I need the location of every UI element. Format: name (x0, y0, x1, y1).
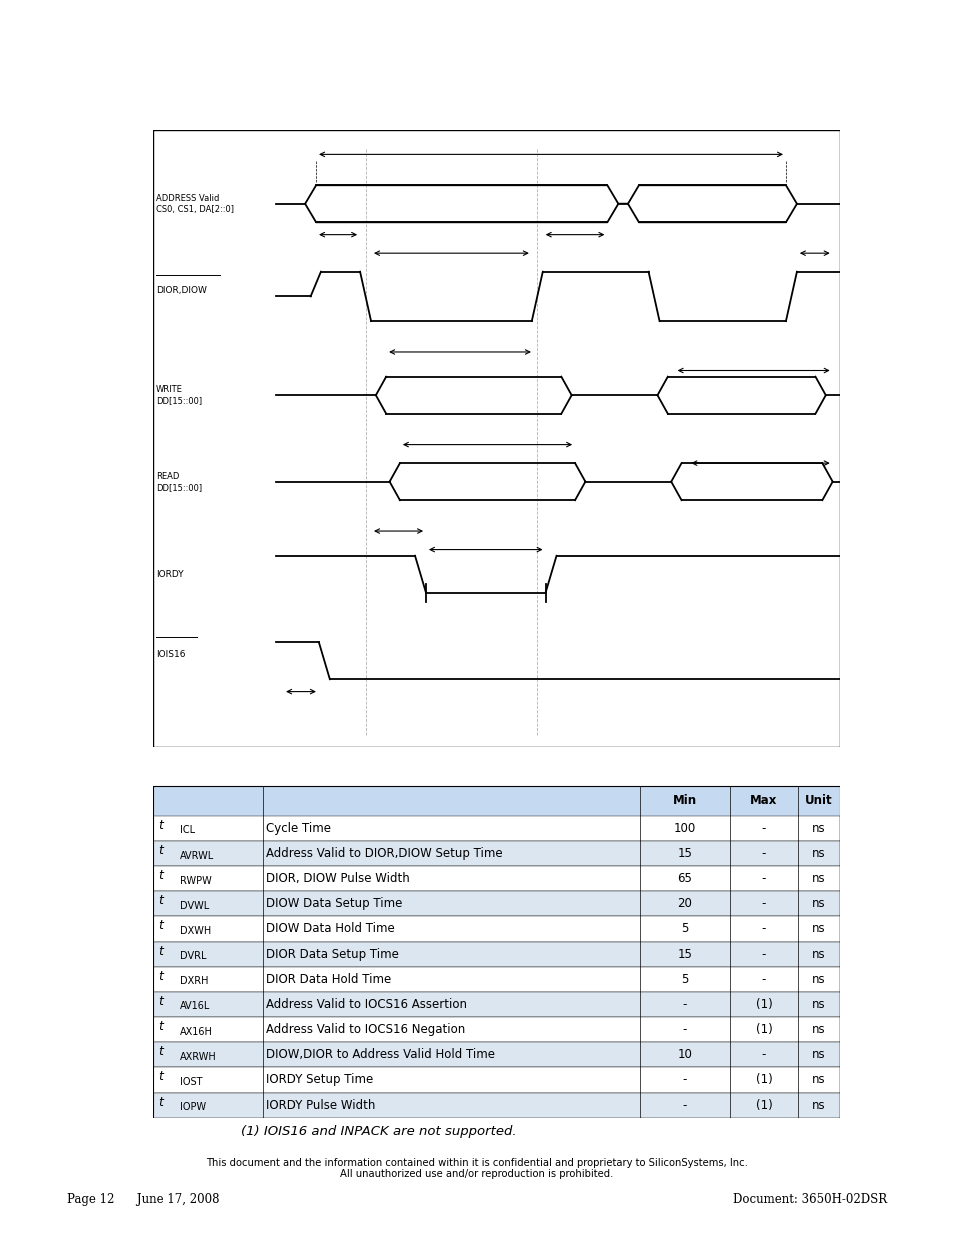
Text: IORDY: IORDY (156, 569, 184, 579)
Bar (152, 841, 839, 866)
Text: -: - (761, 898, 765, 910)
Text: 15: 15 (677, 947, 692, 961)
Text: AV16L: AV16L (180, 1002, 211, 1011)
Text: Page 12      June 17, 2008: Page 12 June 17, 2008 (67, 1193, 219, 1205)
Text: -: - (761, 847, 765, 860)
Text: (1): (1) (755, 1073, 772, 1087)
Text: AVRWL: AVRWL (180, 851, 214, 861)
Bar (152, 941, 839, 967)
Text: ns: ns (811, 1023, 825, 1036)
Text: -: - (682, 1073, 686, 1087)
Text: IOST: IOST (180, 1077, 202, 1087)
Bar (152, 1042, 839, 1067)
Text: ns: ns (811, 872, 825, 885)
Text: WRITE
DD[15::00]: WRITE DD[15::00] (156, 385, 202, 405)
Text: DIOR, DIOW Pulse Width: DIOR, DIOW Pulse Width (266, 872, 409, 885)
Text: ns: ns (811, 973, 825, 986)
Text: Max: Max (749, 794, 777, 808)
Text: RWPW: RWPW (180, 876, 212, 885)
Text: t: t (158, 969, 163, 983)
Text: t: t (158, 1020, 163, 1034)
Text: Address Valid to DIOR,DIOW Setup Time: Address Valid to DIOR,DIOW Setup Time (266, 847, 502, 860)
Text: DIOW Data Hold Time: DIOW Data Hold Time (266, 923, 395, 935)
Bar (152, 992, 839, 1018)
Text: 5: 5 (680, 923, 688, 935)
Text: 15: 15 (677, 847, 692, 860)
Text: (1): (1) (755, 998, 772, 1011)
Text: IORDY Pulse Width: IORDY Pulse Width (266, 1099, 375, 1112)
Bar (152, 1093, 839, 1118)
Text: DVWL: DVWL (180, 900, 209, 911)
Text: -: - (761, 821, 765, 835)
Text: ns: ns (811, 1099, 825, 1112)
Text: -: - (682, 998, 686, 1011)
Text: ns: ns (811, 1049, 825, 1061)
Text: ns: ns (811, 923, 825, 935)
Text: t: t (158, 1095, 163, 1109)
Text: ns: ns (811, 847, 825, 860)
Text: Min: Min (672, 794, 697, 808)
Text: -: - (761, 872, 765, 885)
Text: 100: 100 (673, 821, 696, 835)
Text: DXWH: DXWH (180, 926, 212, 936)
Text: -: - (761, 1049, 765, 1061)
Text: t: t (158, 1071, 163, 1083)
Text: DVRL: DVRL (180, 951, 207, 961)
Text: All unauthorized use and/or reproduction is prohibited.: All unauthorized use and/or reproduction… (340, 1170, 613, 1179)
Text: DIOR,DIOW: DIOR,DIOW (156, 285, 207, 295)
Text: Unit: Unit (804, 794, 832, 808)
Text: -: - (761, 947, 765, 961)
Text: t: t (158, 1045, 163, 1058)
Text: ICL: ICL (180, 825, 195, 835)
Text: This document and the information contained within it is confidential and propri: This document and the information contai… (206, 1158, 747, 1168)
Text: ADDRESS Valid
CS0, CS1, DA[2::0]: ADDRESS Valid CS0, CS1, DA[2::0] (156, 194, 233, 214)
Bar (152, 892, 839, 916)
Text: Cycle Time: Cycle Time (266, 821, 331, 835)
Bar (152, 967, 839, 992)
Text: t: t (158, 869, 163, 882)
Text: ns: ns (811, 947, 825, 961)
Text: DIOW Data Setup Time: DIOW Data Setup Time (266, 898, 402, 910)
Text: t: t (158, 894, 163, 908)
Text: READ
DD[15::00]: READ DD[15::00] (156, 472, 202, 492)
Text: IOPW: IOPW (180, 1102, 206, 1112)
Text: (1): (1) (755, 1099, 772, 1112)
Text: ns: ns (811, 1073, 825, 1087)
Text: (1): (1) (755, 1023, 772, 1036)
Text: -: - (761, 973, 765, 986)
Text: AX16H: AX16H (180, 1026, 213, 1036)
Text: IORDY Setup Time: IORDY Setup Time (266, 1073, 373, 1087)
Text: DIOR Data Hold Time: DIOR Data Hold Time (266, 973, 391, 986)
Text: 20: 20 (677, 898, 692, 910)
Text: t: t (158, 844, 163, 857)
Text: 5: 5 (680, 973, 688, 986)
Text: 10: 10 (677, 1049, 692, 1061)
Text: 65: 65 (677, 872, 692, 885)
Text: -: - (682, 1099, 686, 1112)
Text: ns: ns (811, 821, 825, 835)
Text: DXRH: DXRH (180, 977, 209, 987)
Text: -: - (682, 1023, 686, 1036)
Text: t: t (158, 819, 163, 832)
Text: Document: 3650H-02DSR: Document: 3650H-02DSR (732, 1193, 886, 1205)
Text: DIOW,DIOR to Address Valid Hold Time: DIOW,DIOR to Address Valid Hold Time (266, 1049, 495, 1061)
Text: -: - (761, 923, 765, 935)
Text: Address Valid to IOCS16 Negation: Address Valid to IOCS16 Negation (266, 1023, 465, 1036)
Bar (152, 1067, 839, 1093)
Text: t: t (158, 995, 163, 1008)
Text: (1) IOIS16 and INPACK are not supported.: (1) IOIS16 and INPACK are not supported. (240, 1125, 516, 1137)
Bar (152, 1018, 839, 1042)
Text: AXRWH: AXRWH (180, 1052, 216, 1062)
Text: t: t (158, 920, 163, 932)
Text: DIOR Data Setup Time: DIOR Data Setup Time (266, 947, 398, 961)
Bar (152, 785, 839, 816)
Text: Address Valid to IOCS16 Assertion: Address Valid to IOCS16 Assertion (266, 998, 466, 1011)
Text: t: t (158, 945, 163, 957)
Text: IOIS16: IOIS16 (156, 650, 186, 659)
Bar (152, 866, 839, 892)
Bar (152, 816, 839, 841)
Bar (152, 916, 839, 941)
Text: ns: ns (811, 998, 825, 1011)
Text: ns: ns (811, 898, 825, 910)
